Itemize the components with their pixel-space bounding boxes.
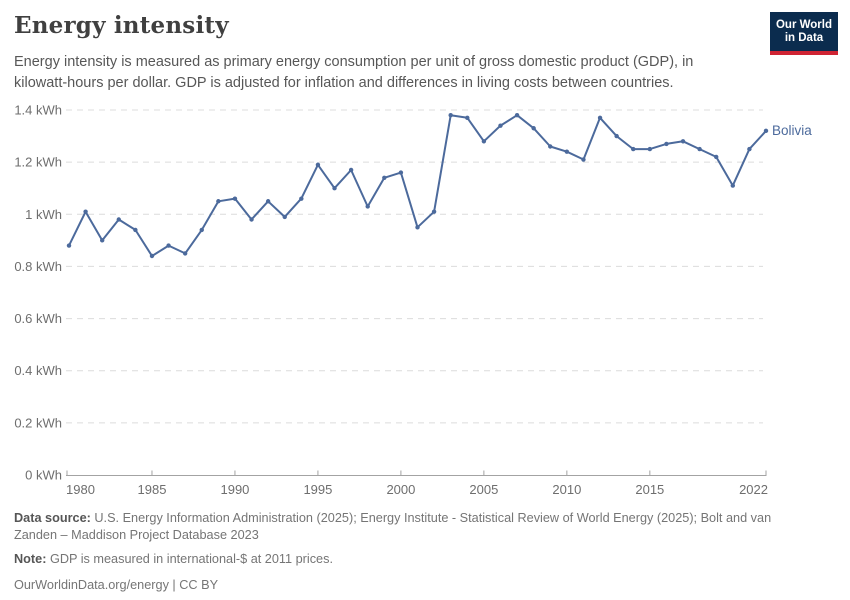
attribution-url[interactable]: OurWorldinData.org/energy | CC BY <box>14 578 219 592</box>
x-axis-tick-label: 1995 <box>303 482 332 497</box>
bolivia-line[interactable] <box>68 114 767 257</box>
data-point[interactable] <box>99 238 105 243</box>
data-point[interactable] <box>83 209 88 214</box>
owid-logo-line2: in Data <box>784 31 824 44</box>
data-point[interactable] <box>398 170 404 175</box>
owid-logo[interactable]: Our World in Data <box>770 12 838 55</box>
x-axis-tick-label: 1980 <box>66 482 95 497</box>
x-axis-tick-label: 2022 <box>739 482 768 497</box>
chart-footer: Data source: U.S. Energy Information Adm… <box>14 510 814 600</box>
y-axis-tick-label: 0.4 kWh <box>14 363 62 378</box>
data-point[interactable] <box>514 113 520 118</box>
data-point[interactable] <box>216 199 221 204</box>
x-axis-tick-label: 1985 <box>138 482 167 497</box>
data-point[interactable] <box>680 139 686 144</box>
x-axis-tick-label: 2010 <box>552 482 581 497</box>
data-point[interactable] <box>647 146 653 152</box>
data-point[interactable] <box>348 167 354 173</box>
data-point[interactable] <box>448 113 453 118</box>
x-axis-tick-label: 1990 <box>220 482 249 497</box>
data-point[interactable] <box>498 123 503 128</box>
data-point[interactable] <box>481 139 487 144</box>
note-text: GDP is measured in international-$ at 20… <box>46 552 333 566</box>
y-axis-tick-label: 0 kWh <box>25 468 62 483</box>
series-label-bolivia: Bolivia <box>772 123 812 138</box>
y-axis-tick-label: 0.8 kWh <box>14 259 62 274</box>
data-source-line: Data source: U.S. Energy Information Adm… <box>14 510 814 544</box>
data-point[interactable] <box>531 126 536 131</box>
data-point[interactable] <box>597 115 603 121</box>
data-point[interactable] <box>299 196 304 201</box>
data-point[interactable] <box>332 186 337 191</box>
data-point[interactable] <box>149 253 155 259</box>
y-axis-tick-label: 1.2 kWh <box>14 155 62 170</box>
x-axis-tick-label: 2000 <box>386 482 415 497</box>
data-point[interactable] <box>315 162 321 167</box>
data-point[interactable] <box>730 183 736 188</box>
data-point[interactable] <box>763 128 769 134</box>
data-point[interactable] <box>415 225 420 230</box>
data-point[interactable] <box>249 217 254 222</box>
data-point[interactable] <box>282 214 287 220</box>
chart-subtitle: Energy intensity is measured as primary … <box>14 54 694 91</box>
data-point[interactable] <box>664 141 669 147</box>
data-source-text: U.S. Energy Information Administration (… <box>14 511 772 542</box>
x-axis-tick-label: 2005 <box>469 482 498 497</box>
note-line: Note: GDP is measured in international-$… <box>14 551 814 568</box>
data-point[interactable] <box>166 243 171 248</box>
data-point[interactable] <box>614 133 619 139</box>
page-title: Energy intensity <box>14 12 229 39</box>
y-axis-tick-label: 1.4 kWh <box>14 103 62 118</box>
data-point[interactable] <box>265 199 271 204</box>
data-point[interactable] <box>697 146 702 152</box>
data-point[interactable] <box>66 243 72 248</box>
data-point[interactable] <box>581 157 586 162</box>
data-point[interactable] <box>631 146 636 152</box>
data-point[interactable] <box>714 154 719 160</box>
owid-logo-line1: Our World <box>775 18 832 31</box>
data-point[interactable] <box>548 144 553 149</box>
data-point[interactable] <box>116 217 121 222</box>
data-point[interactable] <box>382 175 387 180</box>
data-point[interactable] <box>431 209 437 214</box>
data-point[interactable] <box>465 115 470 121</box>
data-point[interactable] <box>133 227 138 233</box>
data-point[interactable] <box>747 146 752 152</box>
x-axis-tick-label: 2015 <box>635 482 664 497</box>
data-point[interactable] <box>199 227 204 233</box>
data-point[interactable] <box>232 196 238 201</box>
y-axis-tick-label: 1 kWh <box>25 207 62 222</box>
data-point[interactable] <box>182 251 188 256</box>
y-axis-tick-label: 0.2 kWh <box>14 415 62 430</box>
y-axis-tick-label: 0.6 kWh <box>14 311 62 326</box>
data-point[interactable] <box>564 149 570 154</box>
data-point[interactable] <box>365 204 370 209</box>
note-label: Note: <box>14 552 47 566</box>
data-source-label: Data source: <box>14 511 91 525</box>
